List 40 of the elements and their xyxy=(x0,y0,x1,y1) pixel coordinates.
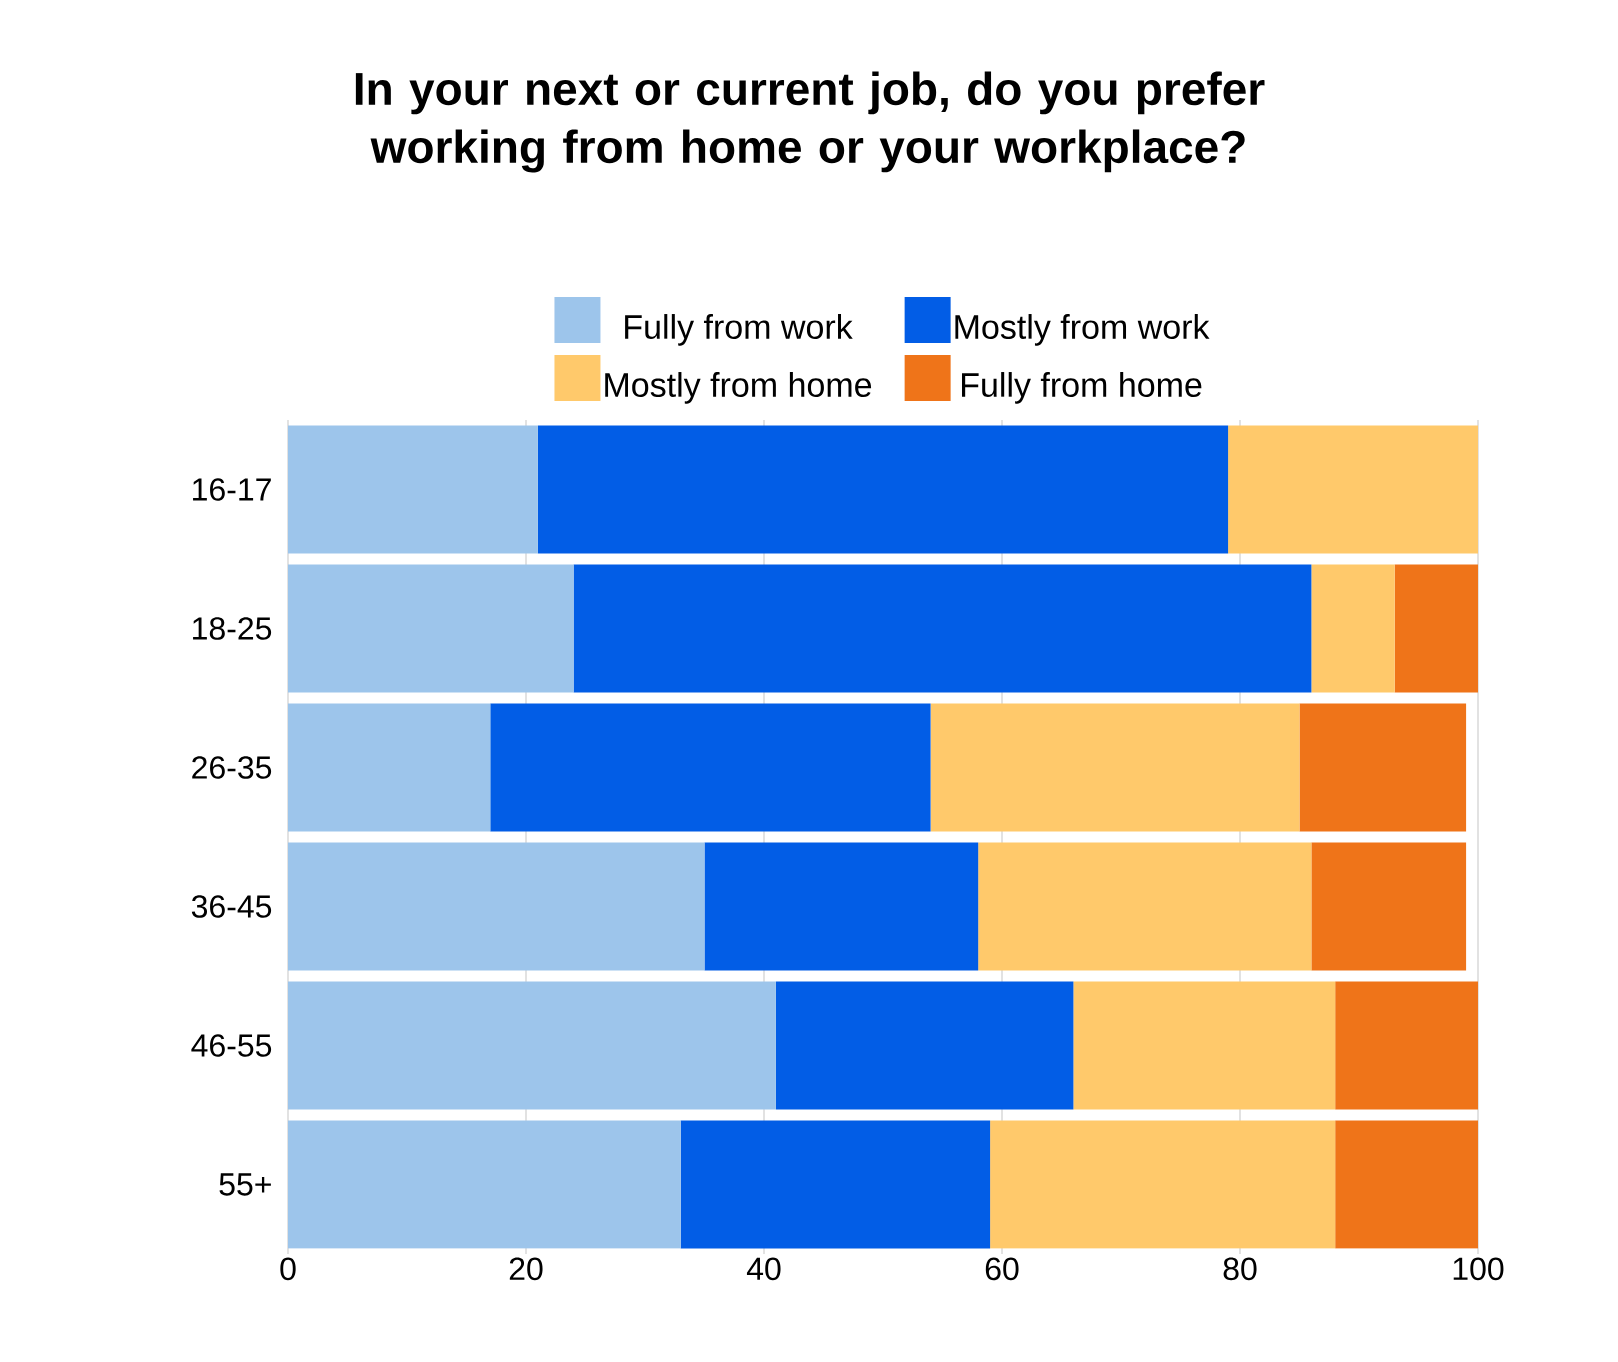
x-tick-label: 80 xyxy=(1223,1257,1257,1281)
bar xyxy=(1394,564,1478,693)
x-tick-label: 40 xyxy=(746,1257,781,1281)
y-tick-label: 36-45 xyxy=(191,895,272,918)
bar xyxy=(775,981,1074,1110)
bar xyxy=(288,425,538,554)
chart-title: In your next or current job, do you prefer working from home or your workplace? xyxy=(355,71,1265,173)
legend-label: Fully from work xyxy=(625,314,853,346)
bar xyxy=(704,842,979,971)
legend-label: Mostly from work xyxy=(955,314,1210,346)
bar xyxy=(288,564,574,693)
legend-label: Mostly from home xyxy=(605,372,872,404)
bar xyxy=(537,425,1229,554)
bar xyxy=(288,703,491,832)
y-tick-label: 46-55 xyxy=(191,1034,272,1057)
bar xyxy=(1228,425,1478,554)
bar xyxy=(930,703,1300,832)
bar xyxy=(490,703,931,832)
bar xyxy=(1335,981,1478,1110)
bar xyxy=(1299,703,1467,832)
y-tick-label: 55+ xyxy=(219,1173,271,1196)
bar xyxy=(288,842,705,971)
x-tick-label: 60 xyxy=(985,1257,1019,1281)
x-tick-label: 20 xyxy=(509,1257,543,1281)
bar xyxy=(1311,564,1395,693)
y-tick-label: 16-17 xyxy=(193,478,271,501)
bar xyxy=(1311,842,1467,971)
bar xyxy=(573,564,1312,693)
bar xyxy=(680,1120,991,1249)
bar xyxy=(288,981,776,1110)
bar xyxy=(288,1120,681,1249)
x-tick-label: 100 xyxy=(1453,1257,1504,1281)
x-tick-label: 0 xyxy=(280,1257,296,1281)
y-tick-label: 26-35 xyxy=(192,756,272,779)
bar xyxy=(990,1120,1336,1249)
legend-label: Fully from home xyxy=(962,372,1202,404)
bar xyxy=(1073,981,1336,1110)
bar xyxy=(978,842,1312,971)
y-tick-label: 18-25 xyxy=(193,617,272,640)
bar xyxy=(1335,1120,1478,1249)
